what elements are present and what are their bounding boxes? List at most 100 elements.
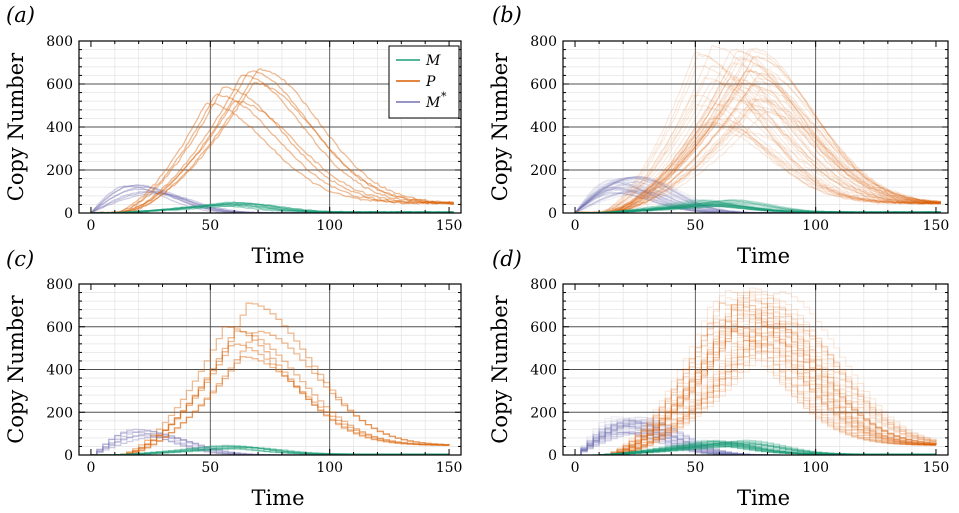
- trajectory-line: [575, 290, 937, 455]
- trajectory-line: [574, 96, 942, 213]
- x-tick-label: 100: [316, 218, 343, 234]
- y-axis-label: Copy Number: [488, 52, 512, 201]
- x-tick-label: 150: [923, 218, 950, 234]
- trajectory-line: [575, 203, 941, 213]
- trajectory-line: [575, 441, 936, 455]
- trajectory-line: [574, 201, 941, 213]
- trajectory-line: [574, 70, 941, 213]
- trajectory-line: [574, 202, 941, 213]
- trajectory-line: [90, 202, 454, 213]
- legend-superscript: *: [441, 90, 447, 103]
- trajectory-line: [574, 203, 941, 213]
- trajectory-line: [575, 431, 936, 455]
- trajectory-line: [575, 202, 941, 213]
- y-tick-label: 400: [530, 363, 557, 379]
- trajectory-line: [575, 445, 936, 455]
- panel-b: (b) 0 50 100 150 0 200 400 600 800 Time Copy Number: [488, 3, 949, 268]
- y-tick-label: 200: [530, 405, 557, 421]
- trajectory-line: [574, 203, 941, 213]
- trajectory-line: [575, 420, 936, 455]
- trajectory-line: [575, 425, 936, 455]
- trajectory-line: [575, 305, 937, 455]
- trajectory-line: [575, 312, 937, 455]
- trajectory-line: [575, 327, 937, 455]
- trajectory-line: [575, 304, 937, 455]
- trajectory-line: [575, 199, 941, 213]
- trajectory-line: [574, 198, 941, 213]
- trajectory-line: [575, 103, 941, 213]
- x-axis-label: Time: [737, 244, 790, 268]
- trajectory-line: [575, 322, 937, 455]
- trajectory-line: [575, 442, 936, 455]
- series-p: [90, 302, 450, 455]
- trajectory-line: [574, 200, 941, 213]
- trajectory-line: [574, 65, 941, 213]
- trajectory-line: [574, 61, 941, 213]
- x-tick-label: 100: [802, 460, 829, 476]
- trajectory-line: [575, 431, 936, 455]
- trajectory-line: [575, 303, 937, 455]
- trajectory-line: [90, 326, 450, 455]
- trajectory-line: [575, 321, 937, 455]
- trajectory-line: [90, 435, 450, 455]
- y-tick-label: 800: [46, 277, 73, 293]
- trajectory-line: [575, 78, 941, 213]
- trajectory-line: [90, 81, 454, 213]
- trajectory-line: [575, 310, 937, 455]
- series-m-star: [90, 428, 450, 455]
- y-tick-label: 600: [530, 77, 557, 93]
- trajectory-line: [90, 330, 450, 455]
- trajectory-line: [575, 287, 937, 455]
- trajectory-line: [574, 204, 941, 213]
- trajectory-line: [575, 441, 936, 455]
- trajectory-line: [575, 424, 936, 455]
- y-tick-label: 400: [46, 120, 73, 136]
- trajectory-line: [575, 440, 936, 455]
- trajectory-line: [574, 44, 941, 213]
- trajectory-line: [574, 105, 941, 213]
- trajectory-line: [575, 84, 942, 213]
- trajectory-line: [575, 423, 936, 455]
- trajectory-line: [574, 80, 941, 213]
- trajectory-line: [575, 321, 937, 455]
- trajectory-line: [575, 432, 936, 455]
- trajectory-line: [90, 204, 454, 213]
- y-tick-label: 600: [46, 77, 73, 93]
- panel-label: (d): [492, 247, 522, 271]
- trajectory-line: [575, 424, 936, 455]
- trajectory-line: [575, 440, 936, 455]
- trajectory-line: [575, 439, 936, 455]
- y-tick-label: 200: [530, 163, 557, 179]
- trajectory-line: [575, 300, 937, 455]
- x-axis-label: Time: [251, 486, 304, 510]
- trajectory-line: [575, 443, 936, 455]
- trajectory-line: [575, 422, 936, 455]
- trajectory-line: [90, 302, 450, 455]
- trajectory-line: [575, 444, 936, 455]
- y-tick-label: 0: [64, 448, 73, 464]
- trajectory-line: [575, 418, 936, 455]
- trajectory-line: [574, 83, 941, 213]
- tick-marks: [563, 40, 948, 214]
- trajectory-line: [574, 204, 941, 213]
- panel-label: (b): [492, 3, 522, 27]
- trajectory-line: [574, 202, 941, 213]
- trajectory-line: [575, 432, 936, 455]
- trajectory-line: [575, 339, 937, 455]
- x-tick-label: 50: [201, 460, 219, 476]
- trajectory-line: [574, 48, 941, 213]
- trajectory-line: [574, 78, 941, 213]
- trajectory-line: [575, 292, 937, 455]
- trajectory-line: [574, 201, 941, 213]
- trajectory-line: [575, 317, 937, 455]
- trajectory-line: [575, 426, 936, 455]
- trajectory-line: [90, 102, 454, 213]
- trajectory-line: [90, 203, 454, 213]
- trajectory-line: [574, 116, 941, 213]
- trajectory-line: [575, 99, 941, 213]
- trajectory-line: [574, 203, 941, 213]
- trajectory-line: [575, 441, 936, 455]
- plot-area: [575, 287, 937, 455]
- trajectory-line: [575, 340, 936, 455]
